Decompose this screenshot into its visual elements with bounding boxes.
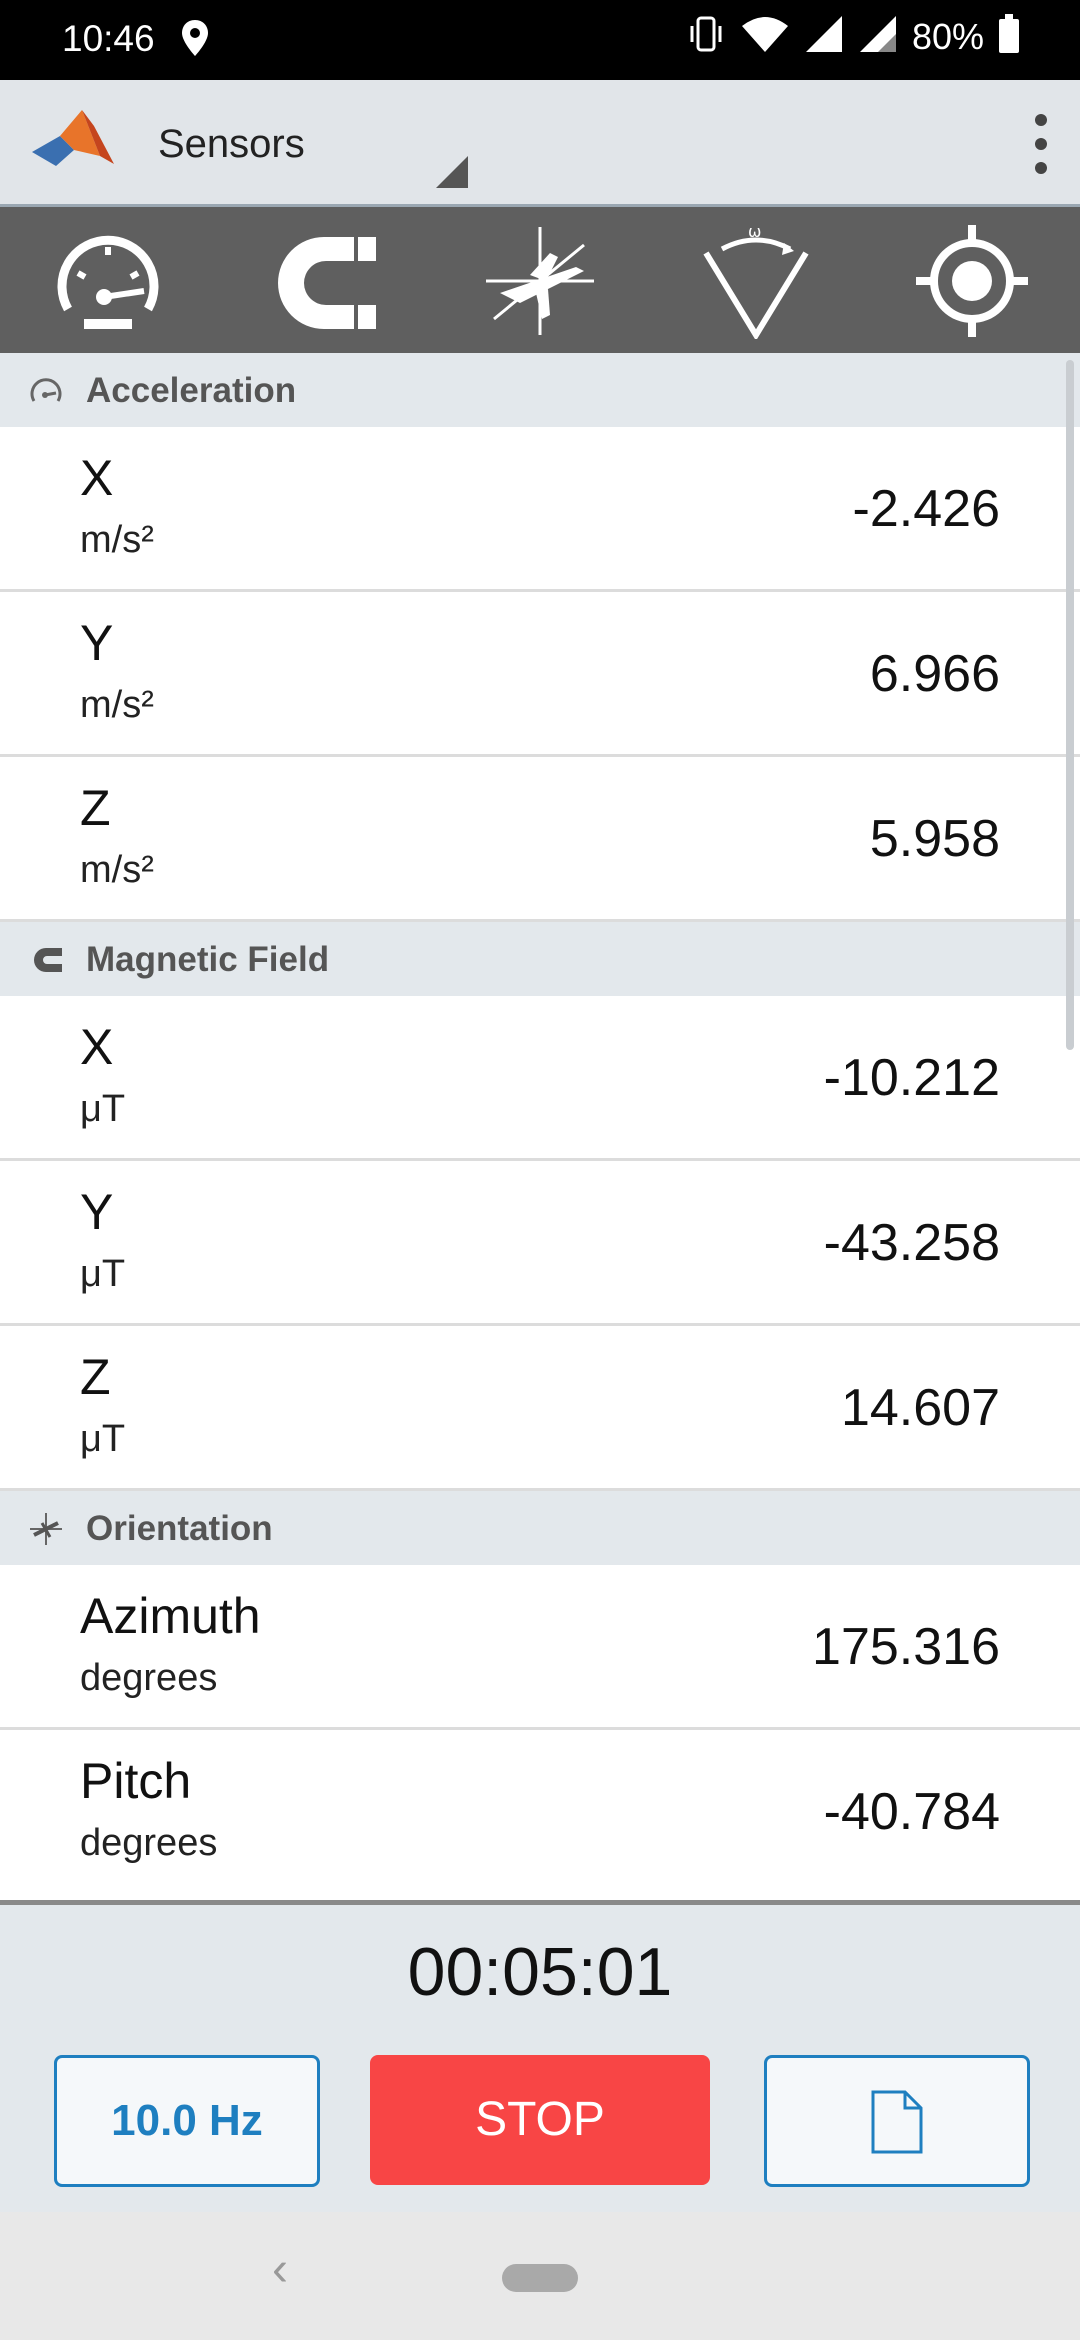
orientation-icon[interactable]	[480, 223, 600, 339]
acceleration-icon[interactable]	[48, 223, 168, 339]
status-time: 10:46	[62, 18, 155, 59]
wifi-icon	[740, 14, 790, 59]
table-row[interactable]: Pitch degrees -40.784	[0, 1730, 1080, 1873]
file-icon	[871, 2090, 923, 2154]
row-unit: μT	[80, 1088, 126, 1130]
row-value: 14.607	[840, 1379, 1000, 1437]
section-header-magnetic-field: Magnetic Field	[0, 922, 1080, 996]
row-value: -10.212	[823, 1049, 1000, 1107]
control-panel: 00:05:01 10.0 Hz STOP	[0, 1900, 1080, 2217]
battery-icon	[998, 14, 1020, 59]
dropdown-arrow-icon[interactable]	[436, 156, 468, 188]
vibrate-icon	[686, 14, 726, 59]
home-pill[interactable]	[502, 2264, 578, 2292]
scrollbar[interactable]	[1066, 360, 1074, 1050]
location-icon	[180, 18, 210, 63]
row-value: 5.958	[869, 810, 1000, 868]
row-unit: degrees	[80, 1657, 218, 1699]
section-title: Orientation	[86, 1509, 273, 1548]
row-label: Z	[80, 780, 111, 836]
nav-bar: ‹	[0, 2212, 1080, 2340]
sensor-toolbar: ω	[0, 207, 1080, 353]
elapsed-timer: 00:05:01	[407, 1934, 673, 2010]
sensor-list[interactable]: Acceleration X m/s² -2.426 Y m/s² 6.966 …	[0, 353, 1080, 1873]
status-bar: 10:46 80%	[0, 0, 1080, 80]
table-row[interactable]: Y m/s² 6.966	[0, 592, 1080, 757]
row-label: Pitch	[80, 1753, 192, 1809]
row-unit: m/s²	[80, 849, 154, 891]
acceleration-icon	[28, 373, 64, 409]
position-icon[interactable]	[912, 223, 1032, 339]
section-title: Acceleration	[86, 371, 297, 410]
row-unit: m/s²	[80, 684, 154, 726]
more-vert-icon[interactable]	[1026, 110, 1056, 180]
section-header-acceleration: Acceleration	[0, 353, 1080, 427]
row-value: 175.316	[812, 1618, 1000, 1676]
log-button[interactable]	[764, 2055, 1030, 2187]
row-label: Y	[80, 615, 114, 671]
row-unit: μT	[80, 1418, 126, 1460]
row-label: Y	[80, 1184, 114, 1240]
table-row[interactable]: Z μT 14.607	[0, 1326, 1080, 1491]
table-row[interactable]: Z m/s² 5.958	[0, 757, 1080, 922]
row-unit: m/s²	[80, 519, 154, 561]
row-label: Z	[80, 1349, 111, 1405]
svg-text:ω: ω	[748, 223, 761, 241]
table-row[interactable]: Azimuth degrees 175.316	[0, 1565, 1080, 1730]
table-row[interactable]: X μT -10.212	[0, 996, 1080, 1161]
orientation-icon	[28, 1511, 64, 1547]
sample-rate-button[interactable]: 10.0 Hz	[54, 2055, 320, 2187]
back-icon[interactable]: ‹	[272, 2243, 288, 2296]
page-title[interactable]: Sensors	[158, 122, 305, 166]
section-title: Magnetic Field	[86, 940, 330, 979]
battery-text: 80%	[911, 15, 984, 57]
magnetic-field-icon[interactable]	[264, 223, 384, 339]
row-unit: degrees	[80, 1822, 218, 1864]
stop-button[interactable]: STOP	[370, 2055, 710, 2185]
row-label: X	[80, 450, 114, 506]
app-bar: Sensors	[0, 80, 1080, 207]
matlab-logo	[30, 106, 116, 178]
row-label: Azimuth	[80, 1588, 261, 1644]
row-value: 6.966	[869, 645, 1000, 703]
status-icons: 80%	[686, 14, 1020, 59]
signal-icon-2	[858, 14, 898, 59]
row-value: -40.784	[823, 1783, 1000, 1841]
magnetic-field-icon	[28, 942, 64, 978]
row-value: -43.258	[823, 1214, 1000, 1272]
section-header-orientation: Orientation	[0, 1491, 1080, 1565]
table-row[interactable]: X m/s² -2.426	[0, 427, 1080, 592]
row-value: -2.426	[852, 480, 1000, 538]
signal-icon	[804, 14, 844, 59]
row-label: X	[80, 1019, 114, 1075]
table-row[interactable]: Y μT -43.258	[0, 1161, 1080, 1326]
row-unit: μT	[80, 1253, 126, 1295]
angular-velocity-icon[interactable]: ω	[696, 222, 816, 341]
